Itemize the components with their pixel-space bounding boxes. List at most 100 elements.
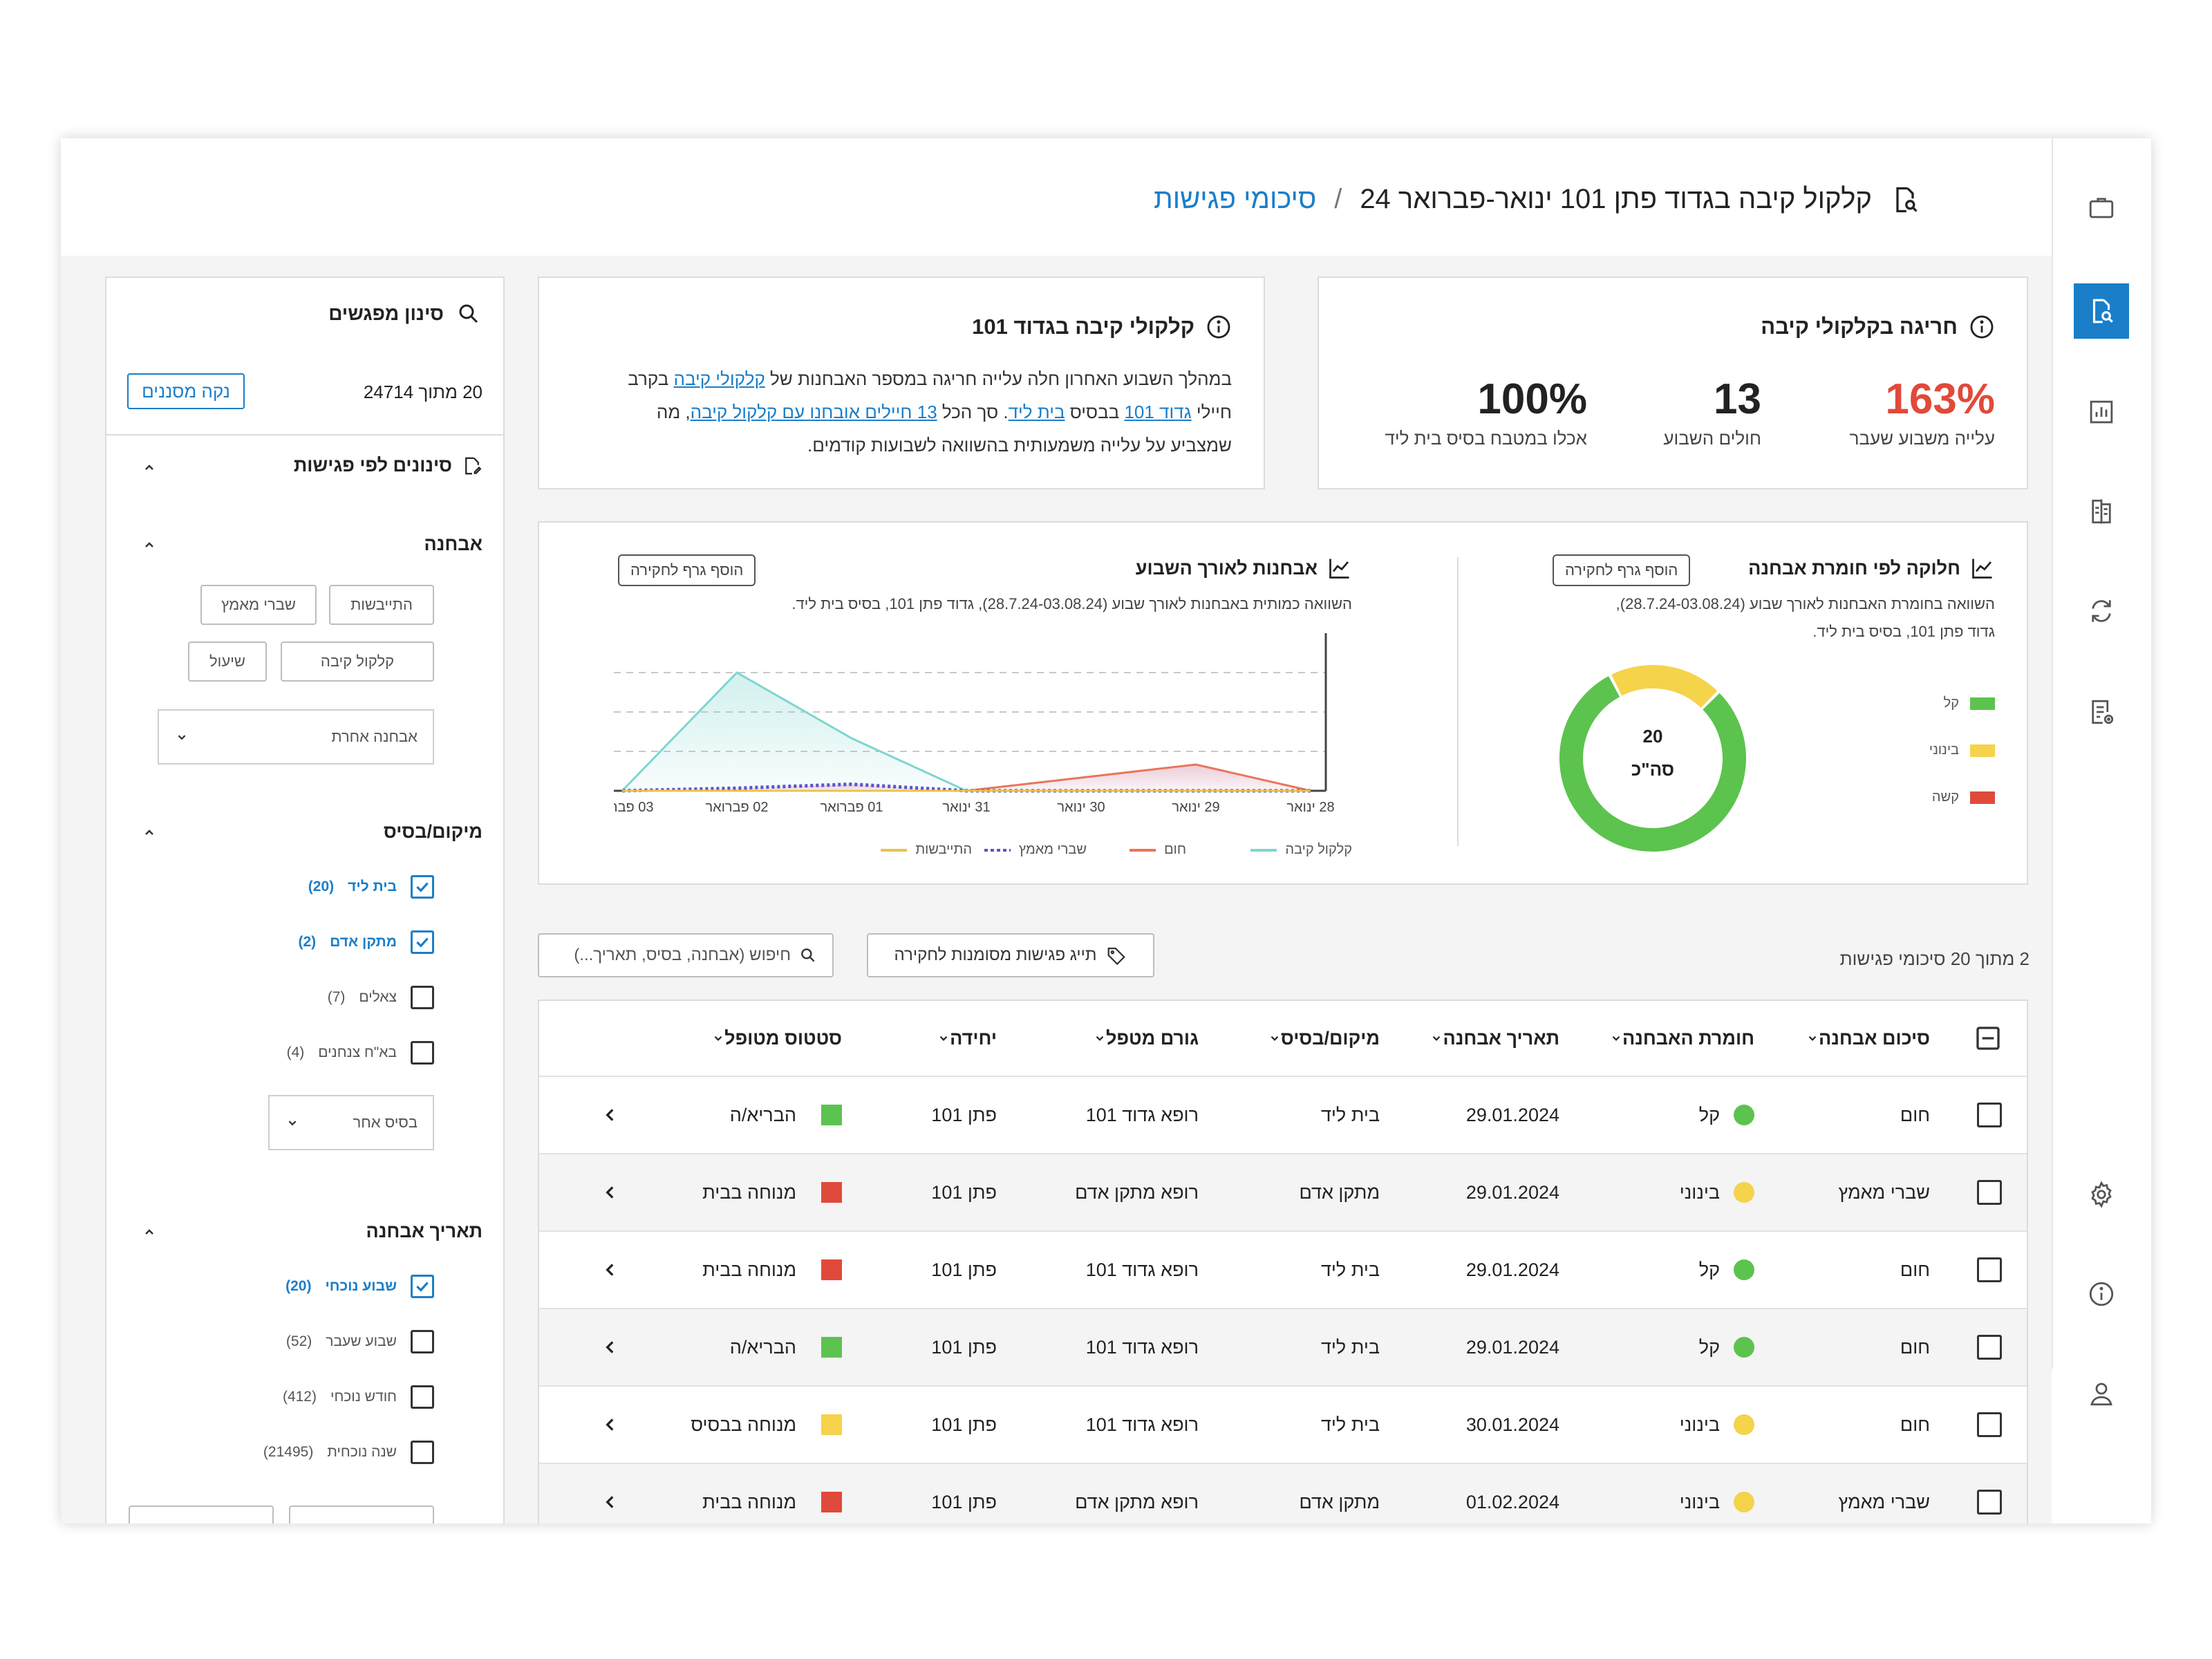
compare-documents-icon[interactable] <box>2074 484 2129 539</box>
row-open-cell[interactable] <box>601 1232 619 1308</box>
info-icon[interactable] <box>2074 1266 2129 1322</box>
column-header-diagnosis[interactable]: סיכום אבחנה <box>1797 1001 1930 1076</box>
row-open-cell[interactable] <box>601 1464 619 1524</box>
edit-document-icon <box>465 457 482 474</box>
column-header-severity[interactable]: חומרת האבחנה <box>1600 1001 1754 1076</box>
chevron-left-icon[interactable] <box>601 1261 619 1279</box>
row-checkbox[interactable] <box>1977 1490 2002 1515</box>
chevron-up-icon[interactable] <box>141 824 158 841</box>
meetings-filter-header[interactable]: סינונים לפי פגישות <box>294 455 482 476</box>
checkbox[interactable] <box>411 1041 434 1065</box>
date-option[interactable]: שבוע שעבר (52) <box>286 1330 434 1353</box>
date-option[interactable]: חודש נוכחי (412) <box>283 1385 434 1409</box>
chevron-left-icon[interactable] <box>601 1493 619 1511</box>
main-content: חריגה בקלקולי קיבה 163% עלייה משבוע שעבר… <box>61 256 2052 1524</box>
briefcase-icon[interactable] <box>2074 180 2129 235</box>
table-row[interactable]: חום קל 29.01.2024 בית ליד רופא גדוד 101 פתן 1… <box>539 1077 2027 1154</box>
date-option[interactable]: שבוע נוכחי (20) <box>285 1275 434 1298</box>
document-search-icon[interactable] <box>2074 283 2129 339</box>
location-option[interactable]: בית ליד (20) <box>308 875 434 899</box>
location-filter-header[interactable]: מיקום/בסיס <box>383 821 482 842</box>
checkbox-checked[interactable] <box>411 875 434 899</box>
add-severity-chart-button[interactable]: הוסף גרף לחקירה <box>1553 554 1691 586</box>
chevron-left-icon[interactable] <box>601 1416 619 1434</box>
checkbox[interactable] <box>411 1330 434 1353</box>
checkbox[interactable] <box>411 986 434 1009</box>
diagnosis-filter-header[interactable]: אבחנה <box>424 534 483 554</box>
checkbox[interactable] <box>411 1441 434 1464</box>
indeterminate-checkbox-icon[interactable] <box>1974 1024 2002 1052</box>
legend-swatch <box>1970 697 1995 710</box>
row-checkbox[interactable] <box>1977 1103 2002 1127</box>
row-open-cell[interactable] <box>601 1154 619 1230</box>
insight-link-battalion[interactable]: גדוד 101 <box>1124 402 1192 422</box>
report-icon[interactable] <box>2074 684 2129 740</box>
insight-link-diagnosis[interactable]: קלקולי קיבה <box>673 368 765 389</box>
cell-status: מנוחה בבית <box>702 1154 842 1230</box>
checkbox-checked[interactable] <box>411 930 434 954</box>
row-checkbox[interactable] <box>1977 1180 2002 1205</box>
table-row[interactable]: שברי מאמץ בינוני 01.02.2024 מתקן אדם רופא מת… <box>539 1464 2027 1524</box>
kpi-increase: 163% עלייה משבוע שעבר <box>1850 375 1995 449</box>
chevron-up-icon[interactable] <box>141 536 158 553</box>
info-icon[interactable] <box>1206 314 1232 340</box>
add-weekly-chart-button[interactable]: הוסף גרף לחקירה <box>618 554 756 586</box>
bar-chart-icon[interactable] <box>2074 384 2129 440</box>
column-label: מיקום/בסיס <box>1280 1027 1380 1049</box>
table-row[interactable]: חום קל 29.01.2024 בית ליד רופא גדוד 101 פתן 1… <box>539 1232 2027 1309</box>
chevron-up-icon[interactable] <box>141 459 158 476</box>
row-open-cell[interactable] <box>601 1077 619 1153</box>
row-open-cell[interactable] <box>601 1309 619 1385</box>
row-checkbox[interactable] <box>1977 1412 2002 1437</box>
table-row[interactable]: שברי מאמץ בינוני 29.01.2024 מתקן אדם רופא מת… <box>539 1154 2027 1232</box>
row-checkbox-cell[interactable] <box>1977 1232 2002 1308</box>
date-option[interactable]: שנה נוכחית (21495) <box>263 1441 434 1464</box>
refresh-icon[interactable] <box>2074 583 2129 639</box>
column-header-handler[interactable]: גורם מטפל <box>1084 1001 1199 1076</box>
date-range-field[interactable] <box>289 1506 434 1524</box>
location-option[interactable]: צאלים (7) <box>328 986 434 1009</box>
table-row[interactable]: חום בינוני 30.01.2024 בית ליד רופא גדוד 101 פ… <box>539 1387 2027 1464</box>
checkbox[interactable] <box>411 1385 434 1409</box>
breadcrumb-link[interactable]: סיכומי פגישות <box>1154 184 1317 214</box>
column-header-date[interactable]: תאריך אבחנה <box>1421 1001 1559 1076</box>
row-checkbox-cell[interactable] <box>1977 1309 2002 1385</box>
insight-link-soldiers[interactable]: 13 חיילים אובחנו עם קלקול קיבה <box>690 402 937 422</box>
chevron-left-icon[interactable] <box>601 1338 619 1356</box>
other-diagnosis-select[interactable]: אבחנה אחרת <box>158 709 434 765</box>
search-field[interactable] <box>538 933 834 977</box>
select-all-cell[interactable] <box>1974 1001 2002 1076</box>
column-header-unit[interactable]: יחידה <box>928 1001 997 1076</box>
insight-link-base[interactable]: בית ליד <box>1008 402 1065 422</box>
tag-meetings-button[interactable]: תייג פגישות מסומנות לחקירה <box>867 933 1154 977</box>
diagnosis-tag[interactable]: שברי מאמץ <box>200 585 317 625</box>
column-header-status[interactable]: סטטוס מטופל <box>702 1001 842 1076</box>
row-checkbox[interactable] <box>1977 1257 2002 1282</box>
chevron-up-icon[interactable] <box>141 1224 158 1240</box>
row-checkbox-cell[interactable] <box>1977 1387 2002 1463</box>
date-filter-header[interactable]: תאריך אבחנה <box>366 1221 482 1241</box>
chevron-left-icon[interactable] <box>601 1106 619 1124</box>
diagnosis-tag[interactable]: שיעול <box>188 641 267 682</box>
row-checkbox-cell[interactable] <box>1977 1154 2002 1230</box>
row-checkbox-cell[interactable] <box>1977 1464 2002 1524</box>
info-icon[interactable] <box>1969 314 1995 340</box>
column-header-base[interactable]: מיקום/בסיס <box>1259 1001 1380 1076</box>
location-option[interactable]: בא"ח צנחנים (4) <box>287 1041 434 1065</box>
checkbox-checked[interactable] <box>411 1275 434 1298</box>
location-option[interactable]: מתקן אדם (2) <box>298 930 434 954</box>
row-open-cell[interactable] <box>601 1387 619 1463</box>
diagnosis-tag[interactable]: קלקול קיבה <box>281 641 434 682</box>
row-checkbox-cell[interactable] <box>1977 1077 2002 1153</box>
date-range-field[interactable] <box>129 1506 274 1524</box>
diagnosis-tag[interactable]: התייבשות <box>329 585 434 625</box>
row-checkbox[interactable] <box>1977 1335 2002 1360</box>
user-icon[interactable] <box>2074 1366 2129 1421</box>
clear-filters-button[interactable]: נקה מסננים <box>127 373 245 409</box>
cell-diagnosis: חום <box>1900 1414 1930 1435</box>
gear-icon[interactable] <box>2074 1167 2129 1222</box>
table-row[interactable]: חום קל 29.01.2024 בית ליד רופא גדוד 101 פתן 1… <box>539 1309 2027 1387</box>
chevron-left-icon[interactable] <box>601 1183 619 1201</box>
search-input[interactable] <box>556 946 791 965</box>
other-base-select[interactable]: בסיס אחר <box>268 1095 434 1150</box>
